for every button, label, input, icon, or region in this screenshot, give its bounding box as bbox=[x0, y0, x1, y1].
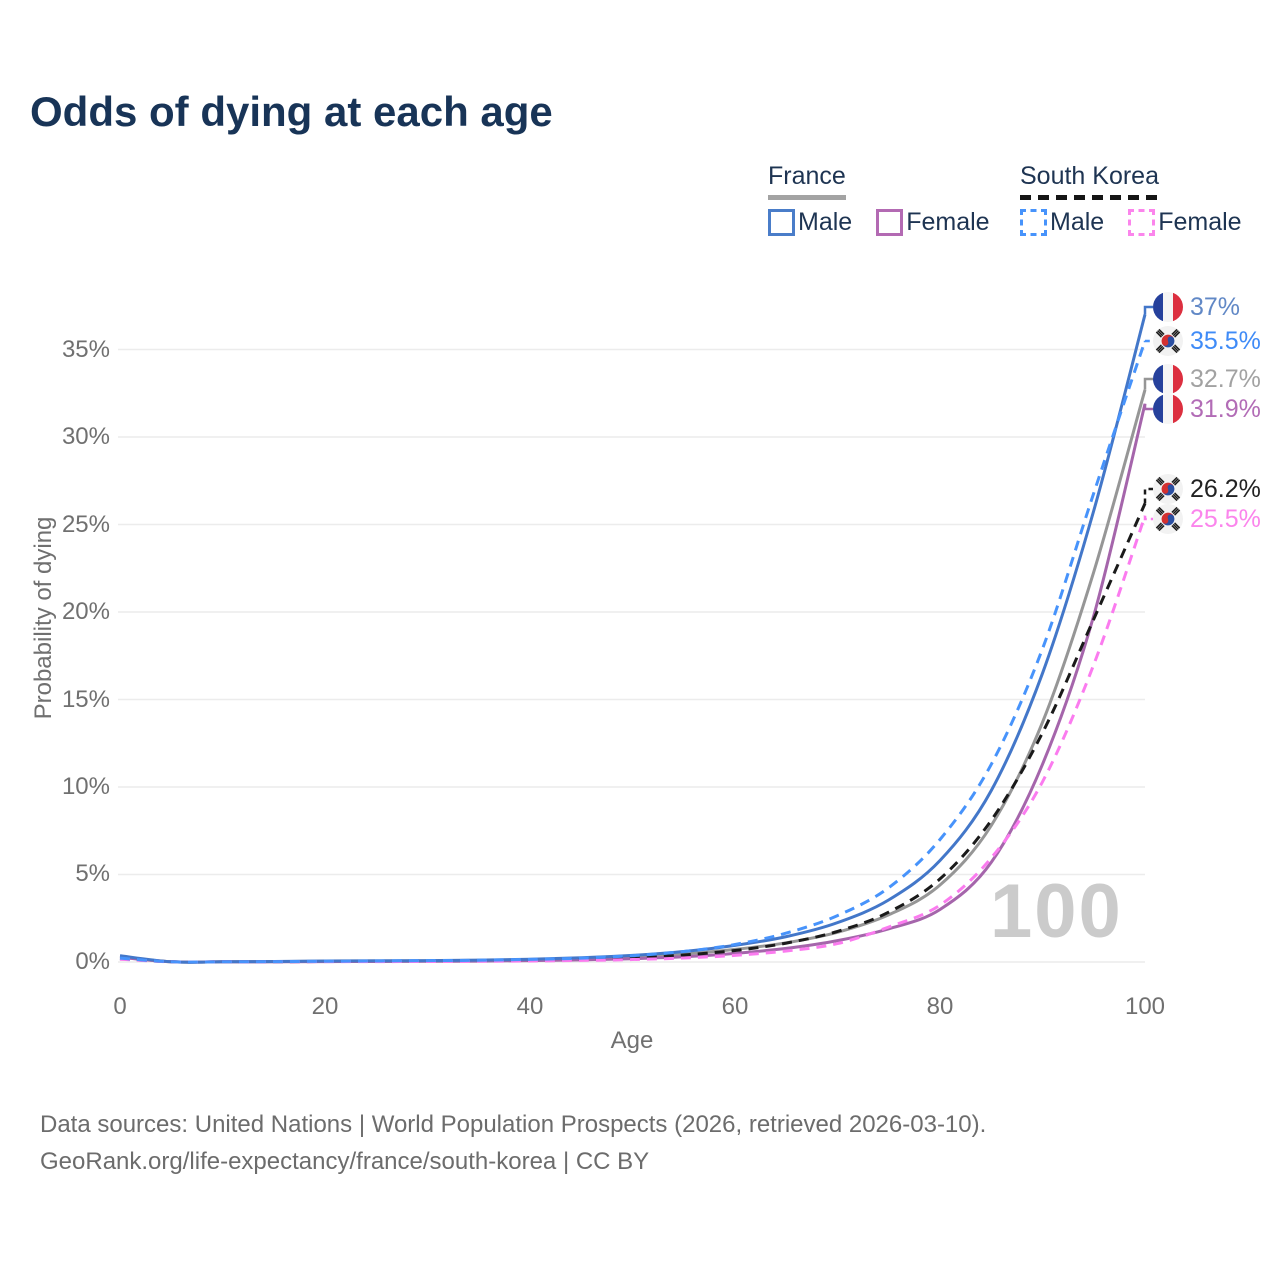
france-female-swatch-icon bbox=[876, 209, 904, 236]
legend-group-south-korea: South Korea Male Female bbox=[1020, 162, 1242, 237]
footer-attribution: GeoRank.org/life-expectancy/france/south… bbox=[40, 1148, 650, 1175]
legend-item-south-korea-female[interactable]: Female bbox=[1128, 208, 1242, 237]
y-axis-tick: 0% bbox=[75, 948, 110, 975]
x-axis-tick: 20 bbox=[311, 993, 339, 1020]
y-axis-tick: 15% bbox=[61, 686, 110, 713]
end-label-france-female: 31.9% bbox=[1153, 394, 1261, 424]
series-line-france-male bbox=[119, 314, 1147, 964]
x-axis-tick: 80 bbox=[926, 993, 954, 1020]
label-connector bbox=[1143, 403, 1153, 411]
y-axis-title: Probability of dying bbox=[30, 516, 57, 720]
end-label-france-male: 37% bbox=[1153, 292, 1240, 322]
x-axis-tick: 40 bbox=[516, 993, 544, 1020]
y-axis-tick: 30% bbox=[61, 423, 110, 450]
y-axis-tick: 25% bbox=[61, 511, 110, 538]
france-flag-icon bbox=[1153, 292, 1183, 322]
legend-south-korea-title: South Korea bbox=[1020, 162, 1159, 200]
end-label-value: 35.5% bbox=[1190, 327, 1261, 355]
label-connector bbox=[1143, 487, 1153, 504]
legend-item-south-korea-male[interactable]: Male bbox=[1020, 208, 1104, 237]
south-korea-flag-icon bbox=[1153, 326, 1183, 356]
y-axis-tick: 20% bbox=[61, 598, 110, 625]
legend-item-france-male[interactable]: Male bbox=[768, 208, 852, 237]
footer: Data sources: United Nations | World Pop… bbox=[40, 1106, 986, 1180]
end-label-south-korea-male: 35.5% bbox=[1153, 326, 1261, 356]
label-connector bbox=[1143, 305, 1153, 315]
age-watermark: 100 bbox=[990, 869, 1123, 954]
label-connector bbox=[1143, 377, 1153, 390]
y-axis-tick: 35% bbox=[61, 336, 110, 363]
y-axis-tick: 10% bbox=[61, 773, 110, 800]
end-label-france-both-sexes: 32.7% bbox=[1153, 364, 1261, 394]
end-label-value: 32.7% bbox=[1190, 365, 1261, 393]
france-male-swatch-icon bbox=[768, 209, 795, 236]
legend-france-title: France bbox=[768, 162, 846, 200]
end-label-value: 37% bbox=[1190, 293, 1241, 321]
end-label-value: 26.2% bbox=[1190, 475, 1261, 503]
label-connector bbox=[1143, 515, 1153, 521]
end-label-south-korea-both-sexes: 26.2% bbox=[1153, 474, 1261, 504]
y-axis-tick: 5% bbox=[75, 860, 110, 887]
x-axis-tick: 100 bbox=[1124, 993, 1166, 1020]
footer-sources: Data sources: United Nations | World Pop… bbox=[40, 1111, 987, 1138]
legend-label: Male bbox=[798, 208, 853, 236]
south-korea-flag-icon bbox=[1153, 504, 1183, 534]
page-title: Odds of dying at each age bbox=[30, 88, 553, 135]
south-korea-male-swatch-icon bbox=[1020, 209, 1047, 236]
legend-label: Female bbox=[1158, 208, 1242, 236]
end-label-south-korea-female: 25.5% bbox=[1153, 504, 1261, 534]
france-flag-icon bbox=[1153, 364, 1183, 394]
legend-label: Female bbox=[906, 208, 990, 236]
south-korea-female-swatch-icon bbox=[1128, 209, 1156, 236]
legend-label: Male bbox=[1050, 208, 1105, 236]
x-axis-tick: 60 bbox=[721, 993, 749, 1020]
end-label-value: 25.5% bbox=[1190, 505, 1261, 533]
x-axis-title: Age bbox=[610, 1027, 654, 1054]
end-label-value: 31.9% bbox=[1190, 395, 1261, 423]
legend-group-france: France Male Female bbox=[768, 162, 990, 237]
legend-item-france-female[interactable]: Female bbox=[876, 208, 990, 237]
france-flag-icon bbox=[1153, 394, 1183, 424]
x-axis-tick: 0 bbox=[113, 993, 127, 1020]
south-korea-flag-icon bbox=[1153, 474, 1183, 504]
